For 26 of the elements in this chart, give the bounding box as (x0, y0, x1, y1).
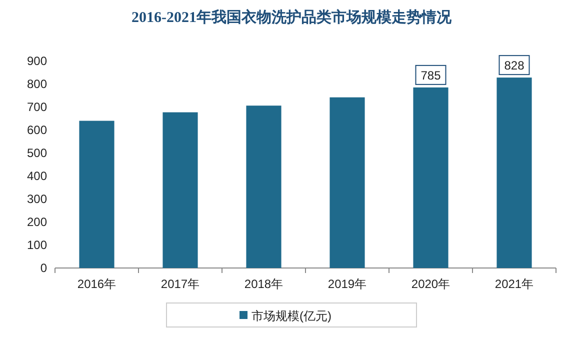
x-tick-label: 2018年 (244, 277, 284, 291)
data-label: 785 (420, 68, 442, 82)
data-label: 828 (504, 58, 525, 73)
x-tick-label: 2020年 (411, 277, 450, 291)
x-tick-label: 2017年 (160, 277, 200, 291)
y-tick-label: 0 (40, 261, 48, 275)
bar (162, 112, 198, 268)
chart-title: 2016-2021年我国衣物洗护品类市场规模走势情况 (132, 8, 452, 26)
x-tick-label: 2021年 (494, 277, 534, 291)
x-tick-label: 2016年 (77, 277, 116, 291)
legend-label: 市场规模(亿元) (252, 309, 332, 323)
y-tick-label: 800 (26, 77, 48, 91)
y-tick-label: 300 (26, 192, 48, 206)
y-tick-label: 500 (26, 146, 48, 160)
y-tick-label: 600 (26, 123, 48, 137)
y-tick-label: 100 (26, 238, 48, 252)
x-tick-label: 2019年 (328, 277, 367, 291)
y-tick-label: 700 (26, 100, 48, 114)
bar (79, 120, 114, 268)
bar (246, 106, 282, 268)
bar (413, 87, 448, 268)
y-tick-label: 400 (26, 169, 48, 183)
bar (330, 97, 365, 268)
y-tick-label: 900 (26, 54, 48, 68)
bar (496, 78, 532, 268)
y-tick-label: 200 (26, 215, 48, 229)
